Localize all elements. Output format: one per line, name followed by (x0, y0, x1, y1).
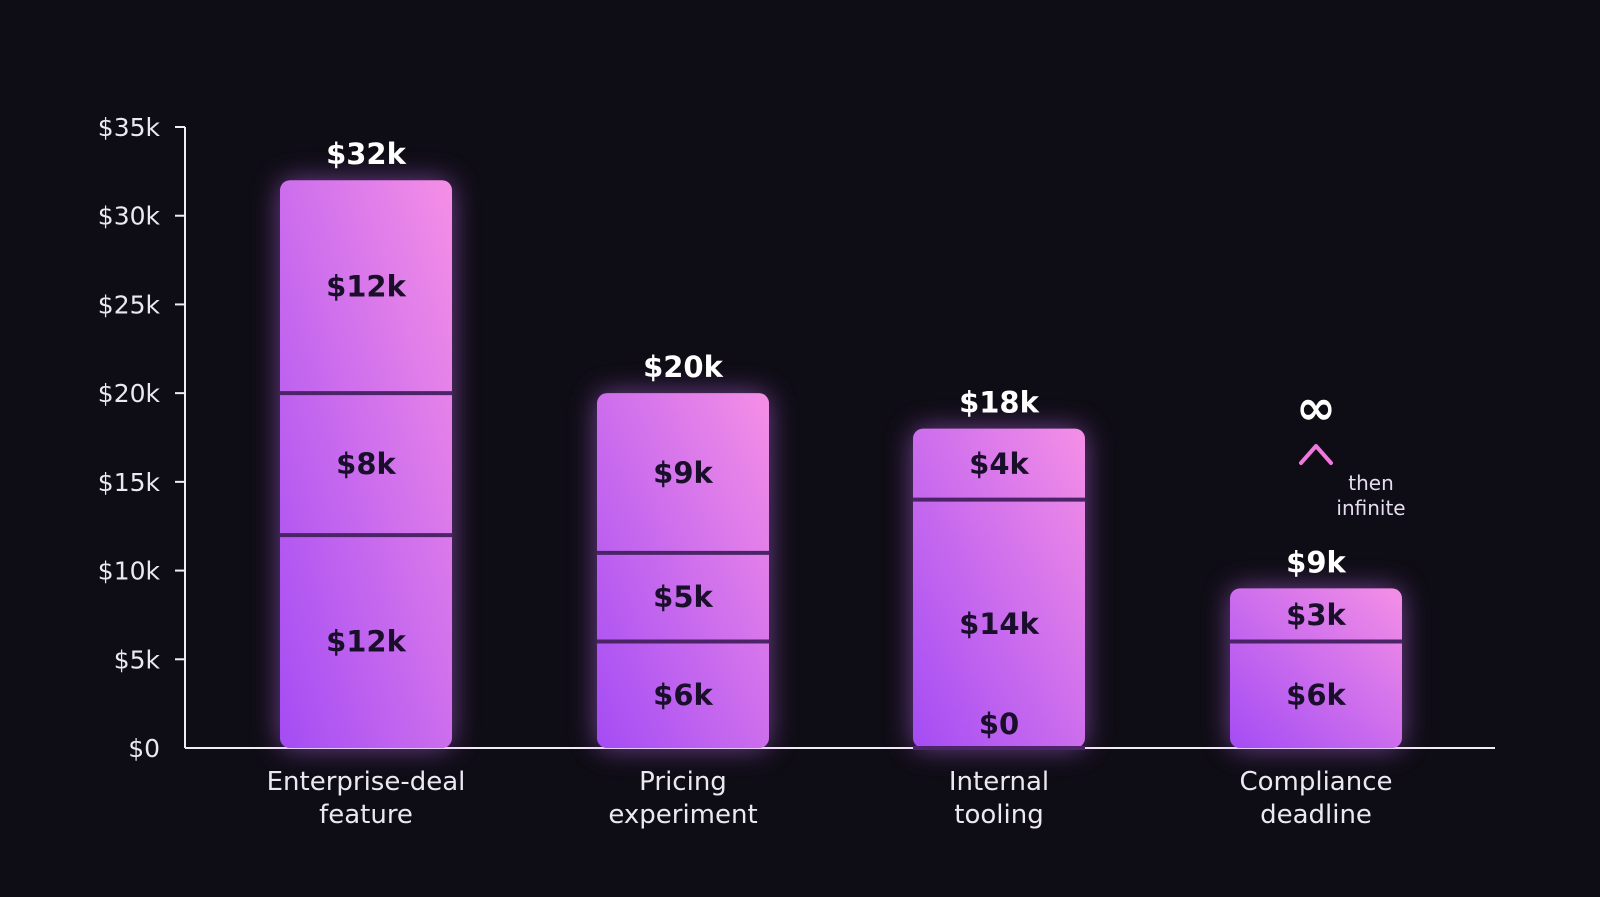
bar-body (913, 428, 1085, 748)
segment-label: $0 (979, 707, 1019, 741)
category-label-line: Enterprise-deal (267, 767, 466, 797)
segment-label: $8k (336, 447, 396, 481)
annotation-note-line: infinite (1336, 496, 1405, 520)
category-label-line: feature (319, 800, 413, 830)
segment-label: $9k (653, 456, 713, 490)
category-label: Enterprise-deal feature (267, 767, 466, 830)
segment-label: $6k (1286, 678, 1346, 712)
bar-total-label: $20k (643, 350, 724, 384)
category-label-line: tooling (954, 800, 1043, 830)
y-tick-label: $35k (98, 113, 161, 142)
y-tick-label: $15k (98, 468, 161, 497)
segment-label: $6k (653, 678, 713, 712)
y-tick-label: $10k (98, 557, 161, 586)
y-tick-label: $20k (98, 379, 161, 408)
annotation-note: then infinite (1336, 471, 1405, 520)
category-label: Internal tooling (949, 767, 1049, 830)
bar-total-label: $9k (1286, 545, 1346, 579)
category-label-line: Internal (949, 767, 1049, 797)
bar-stack: $6k $5k $9k $20k Pricing experiment (597, 350, 769, 830)
segment-label: $5k (653, 580, 713, 614)
category-label: Pricing experiment (608, 767, 757, 830)
bar-stack: $12k $8k $12k $32k Enterprise-deal feature (267, 137, 466, 830)
y-tick-label: $30k (98, 202, 161, 231)
segment-label: $12k (326, 625, 407, 659)
bar-body (280, 180, 452, 748)
category-label-line: deadline (1260, 800, 1372, 830)
y-tick-label: $0 (128, 734, 160, 763)
bar-stack: $0 $14k $4k $18k Internal tooling (913, 386, 1085, 830)
category-label-line: Compliance (1239, 767, 1392, 797)
infinity-symbol: ∞ (1296, 380, 1336, 436)
bar-body (597, 393, 769, 748)
segment-label: $3k (1286, 598, 1346, 632)
y-tick-label: $25k (98, 290, 161, 319)
segment-label: $4k (969, 447, 1029, 481)
arrow-head (1299, 444, 1333, 465)
bar-body (1230, 588, 1402, 748)
y-tick-label: $5k (114, 645, 161, 674)
category-label-line: experiment (608, 800, 757, 830)
annotation-note-line: then (1348, 471, 1394, 495)
bar-total-label: $32k (326, 137, 407, 171)
segment-label: $12k (326, 270, 407, 304)
bar-total-label: $18k (959, 386, 1040, 420)
segment-label: $14k (959, 607, 1040, 641)
category-label: Compliance deadline (1239, 767, 1392, 830)
category-label-line: Pricing (639, 767, 727, 797)
